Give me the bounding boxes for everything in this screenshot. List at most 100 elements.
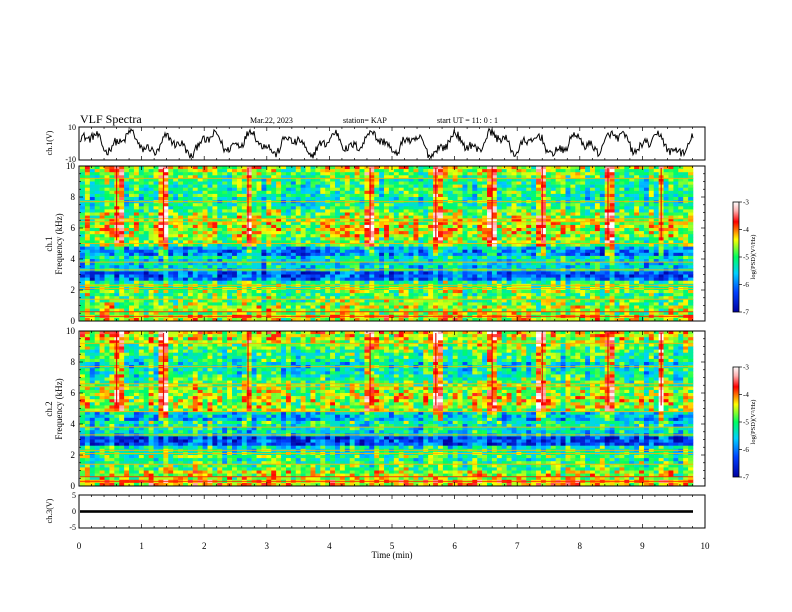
spectrogram-cell xyxy=(232,312,237,315)
spectrogram-cell xyxy=(507,185,512,188)
spectrogram-cell xyxy=(325,275,330,278)
spectrogram-cell xyxy=(203,191,208,194)
spectrogram-cell xyxy=(463,244,468,247)
spectrogram-cell xyxy=(315,271,320,274)
spectrogram-cell xyxy=(438,172,443,175)
spectrogram-cell xyxy=(281,178,286,181)
spectrogram-cell xyxy=(291,244,296,247)
spectrogram-cell xyxy=(222,191,227,194)
spectrogram-cell xyxy=(154,182,159,185)
spectrogram-cell xyxy=(541,262,546,265)
spectrogram-cell xyxy=(212,262,217,265)
spectrogram-cell xyxy=(345,262,350,265)
spectrogram-cell xyxy=(394,293,399,296)
spectrogram-cell xyxy=(379,278,384,281)
spectrogram-cell xyxy=(335,253,340,256)
spectrogram-cell xyxy=(301,293,306,296)
spectrogram-cell xyxy=(350,191,355,194)
spectrogram-cell xyxy=(286,299,291,302)
spectrogram-cell xyxy=(85,182,90,185)
spectrogram-cell xyxy=(242,293,247,296)
spectrogram-cell xyxy=(320,228,325,231)
spectrogram-cell xyxy=(271,197,276,200)
spectrogram-cell xyxy=(502,247,507,250)
spectrogram-cell xyxy=(144,178,149,181)
spectrogram-cell xyxy=(168,275,173,278)
spectrogram-cell xyxy=(428,188,433,191)
spectrogram-cell xyxy=(237,234,242,237)
spectrogram-cell xyxy=(266,178,271,181)
spectrogram-cell xyxy=(394,290,399,293)
spectrogram-cell xyxy=(301,203,306,206)
spectrogram-cell xyxy=(335,265,340,268)
spectrogram-cell xyxy=(526,306,531,309)
spectrogram-cell xyxy=(198,231,203,234)
spectrogram-cell xyxy=(320,299,325,302)
spectrogram-cell xyxy=(497,271,502,274)
spectrogram-cell xyxy=(242,206,247,209)
spectrogram-cell xyxy=(546,169,551,172)
spectrogram-cell xyxy=(134,281,139,284)
spectrogram-cell xyxy=(257,178,262,181)
spectrogram-cell xyxy=(497,256,502,259)
spectrogram-cell xyxy=(541,265,546,268)
spectrogram-cell xyxy=(242,290,247,293)
spectrogram-cell xyxy=(443,244,448,247)
spectrogram-cell xyxy=(463,188,468,191)
spectrogram-cell xyxy=(301,306,306,309)
spectrogram-cell xyxy=(438,312,443,315)
spectrogram-cell xyxy=(178,265,183,268)
spectrogram-cell xyxy=(100,281,105,284)
spectrogram-cell xyxy=(271,185,276,188)
spectrogram-cell xyxy=(188,172,193,175)
spectrogram-cell xyxy=(217,209,222,212)
spectrogram-cell xyxy=(482,213,487,216)
spectrogram-cell xyxy=(315,169,320,172)
spectrogram-cell xyxy=(374,222,379,225)
spectrogram-cell xyxy=(374,302,379,305)
spectrogram-cell xyxy=(477,312,482,315)
spectrogram-cell xyxy=(423,265,428,268)
vlf-spectra-figure: VLF Spectra Mar.22, 2023 station= KAP st… xyxy=(0,0,792,612)
spectrogram-cell xyxy=(310,302,315,305)
spectrogram-cell xyxy=(286,197,291,200)
spectrogram-cell xyxy=(208,178,213,181)
spectrogram-cell xyxy=(423,185,428,188)
spectrogram-cell xyxy=(384,299,389,302)
spectrogram-cell xyxy=(227,197,232,200)
spectrogram-cell xyxy=(428,262,433,265)
spectrogram-cell xyxy=(232,262,237,265)
spectrogram-cell xyxy=(252,182,257,185)
spectrogram-cell xyxy=(413,228,418,231)
spectrogram-cell xyxy=(281,312,286,315)
spectrogram-cell xyxy=(144,209,149,212)
spectrogram-cell xyxy=(546,172,551,175)
spectrogram-cell xyxy=(237,188,242,191)
spectrogram-cell xyxy=(413,262,418,265)
spectrogram-cell xyxy=(85,244,90,247)
spectrogram-cell xyxy=(536,265,541,268)
spectrogram-cell xyxy=(222,293,227,296)
spectrogram-cell xyxy=(203,197,208,200)
spectrogram-cell xyxy=(144,299,149,302)
spectrogram-cell xyxy=(458,293,463,296)
spectrogram-cell xyxy=(409,306,414,309)
spectrogram-cell xyxy=(487,275,492,278)
spectrogram-cell xyxy=(418,293,423,296)
spectrogram-cell xyxy=(472,206,477,209)
spectrogram-cell xyxy=(301,250,306,253)
spectrogram-cell xyxy=(310,262,315,265)
spectrogram-cell xyxy=(521,278,526,281)
spectrogram-cell xyxy=(531,185,536,188)
spectrogram-cell xyxy=(257,231,262,234)
spectrogram-cell xyxy=(463,299,468,302)
spectrogram-cell xyxy=(418,237,423,240)
ch1-ytick-top: 10 xyxy=(68,123,76,132)
spectrogram-cell xyxy=(306,299,311,302)
spectrogram-cell xyxy=(512,185,517,188)
spectrogram-cell xyxy=(433,278,438,281)
spectrogram-cell xyxy=(433,247,438,250)
spectrogram-cell xyxy=(203,209,208,212)
spectrogram-cell xyxy=(546,228,551,231)
spectrogram-cell xyxy=(100,234,105,237)
